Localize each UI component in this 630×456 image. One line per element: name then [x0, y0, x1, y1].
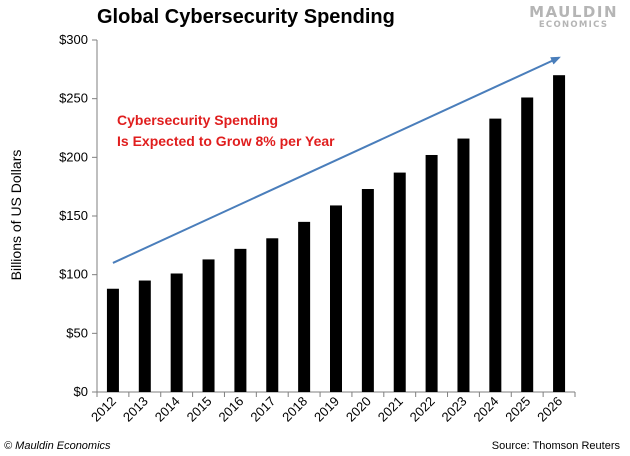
x-tick-label: 2024: [470, 394, 501, 425]
chart-title: Global Cybersecurity Spending: [97, 6, 395, 28]
copyright-note: © Mauldin Economics: [4, 440, 111, 452]
y-tick-label: $0: [74, 384, 88, 399]
source-note: Source: Thomson Reuters: [491, 440, 620, 452]
x-tick-label: 2015: [184, 394, 215, 425]
x-tick-label: 2023: [439, 394, 470, 425]
bar: [521, 97, 534, 392]
bar: [234, 248, 247, 392]
x-tick-label: 2022: [407, 394, 438, 425]
y-tick-label: $150: [59, 208, 88, 223]
bar: [393, 172, 406, 392]
x-tick-label: 2018: [279, 394, 310, 425]
bar: [298, 221, 311, 392]
bar: [425, 154, 438, 392]
x-tick-label: 2020: [343, 394, 374, 425]
bar: [457, 138, 470, 392]
bar: [170, 273, 183, 392]
x-tick-label: 2016: [215, 394, 246, 425]
x-tick-label: 2021: [375, 394, 406, 425]
bar: [330, 205, 342, 392]
mauldin-logo: MAULDIN ECONOMICS: [529, 4, 618, 30]
bar: [266, 238, 279, 392]
logo-subtitle: ECONOMICS: [538, 20, 609, 30]
x-tick-label: 2012: [88, 394, 119, 425]
bar: [202, 259, 215, 392]
bar: [361, 189, 374, 392]
annotation-line-1: Cybersecurity Spending: [117, 112, 279, 128]
x-tick-label: 2019: [311, 394, 342, 425]
bar: [138, 280, 151, 392]
x-tick-label: 2013: [120, 394, 151, 425]
x-tick-label: 2014: [152, 394, 183, 425]
bar: [489, 118, 502, 392]
y-tick-label: $50: [66, 325, 88, 340]
bar: [553, 75, 566, 392]
x-tick-label: 2026: [534, 394, 565, 425]
logo-wordmark: MAULDIN: [529, 3, 618, 21]
bar: [106, 288, 119, 392]
y-tick-label: $300: [59, 32, 88, 47]
trend-arrow: [112, 56, 561, 264]
x-tick-label: 2025: [502, 394, 533, 425]
growth-annotation: Cybersecurity Spending Is Expected to Gr…: [117, 110, 335, 152]
x-tick-label: 2017: [247, 394, 278, 425]
y-tick-label: $100: [59, 267, 88, 282]
annotation-line-2: Is Expected to Grow 8% per Year: [117, 133, 335, 149]
y-tick-label: $200: [59, 149, 88, 164]
y-tick-label: $250: [59, 91, 88, 106]
